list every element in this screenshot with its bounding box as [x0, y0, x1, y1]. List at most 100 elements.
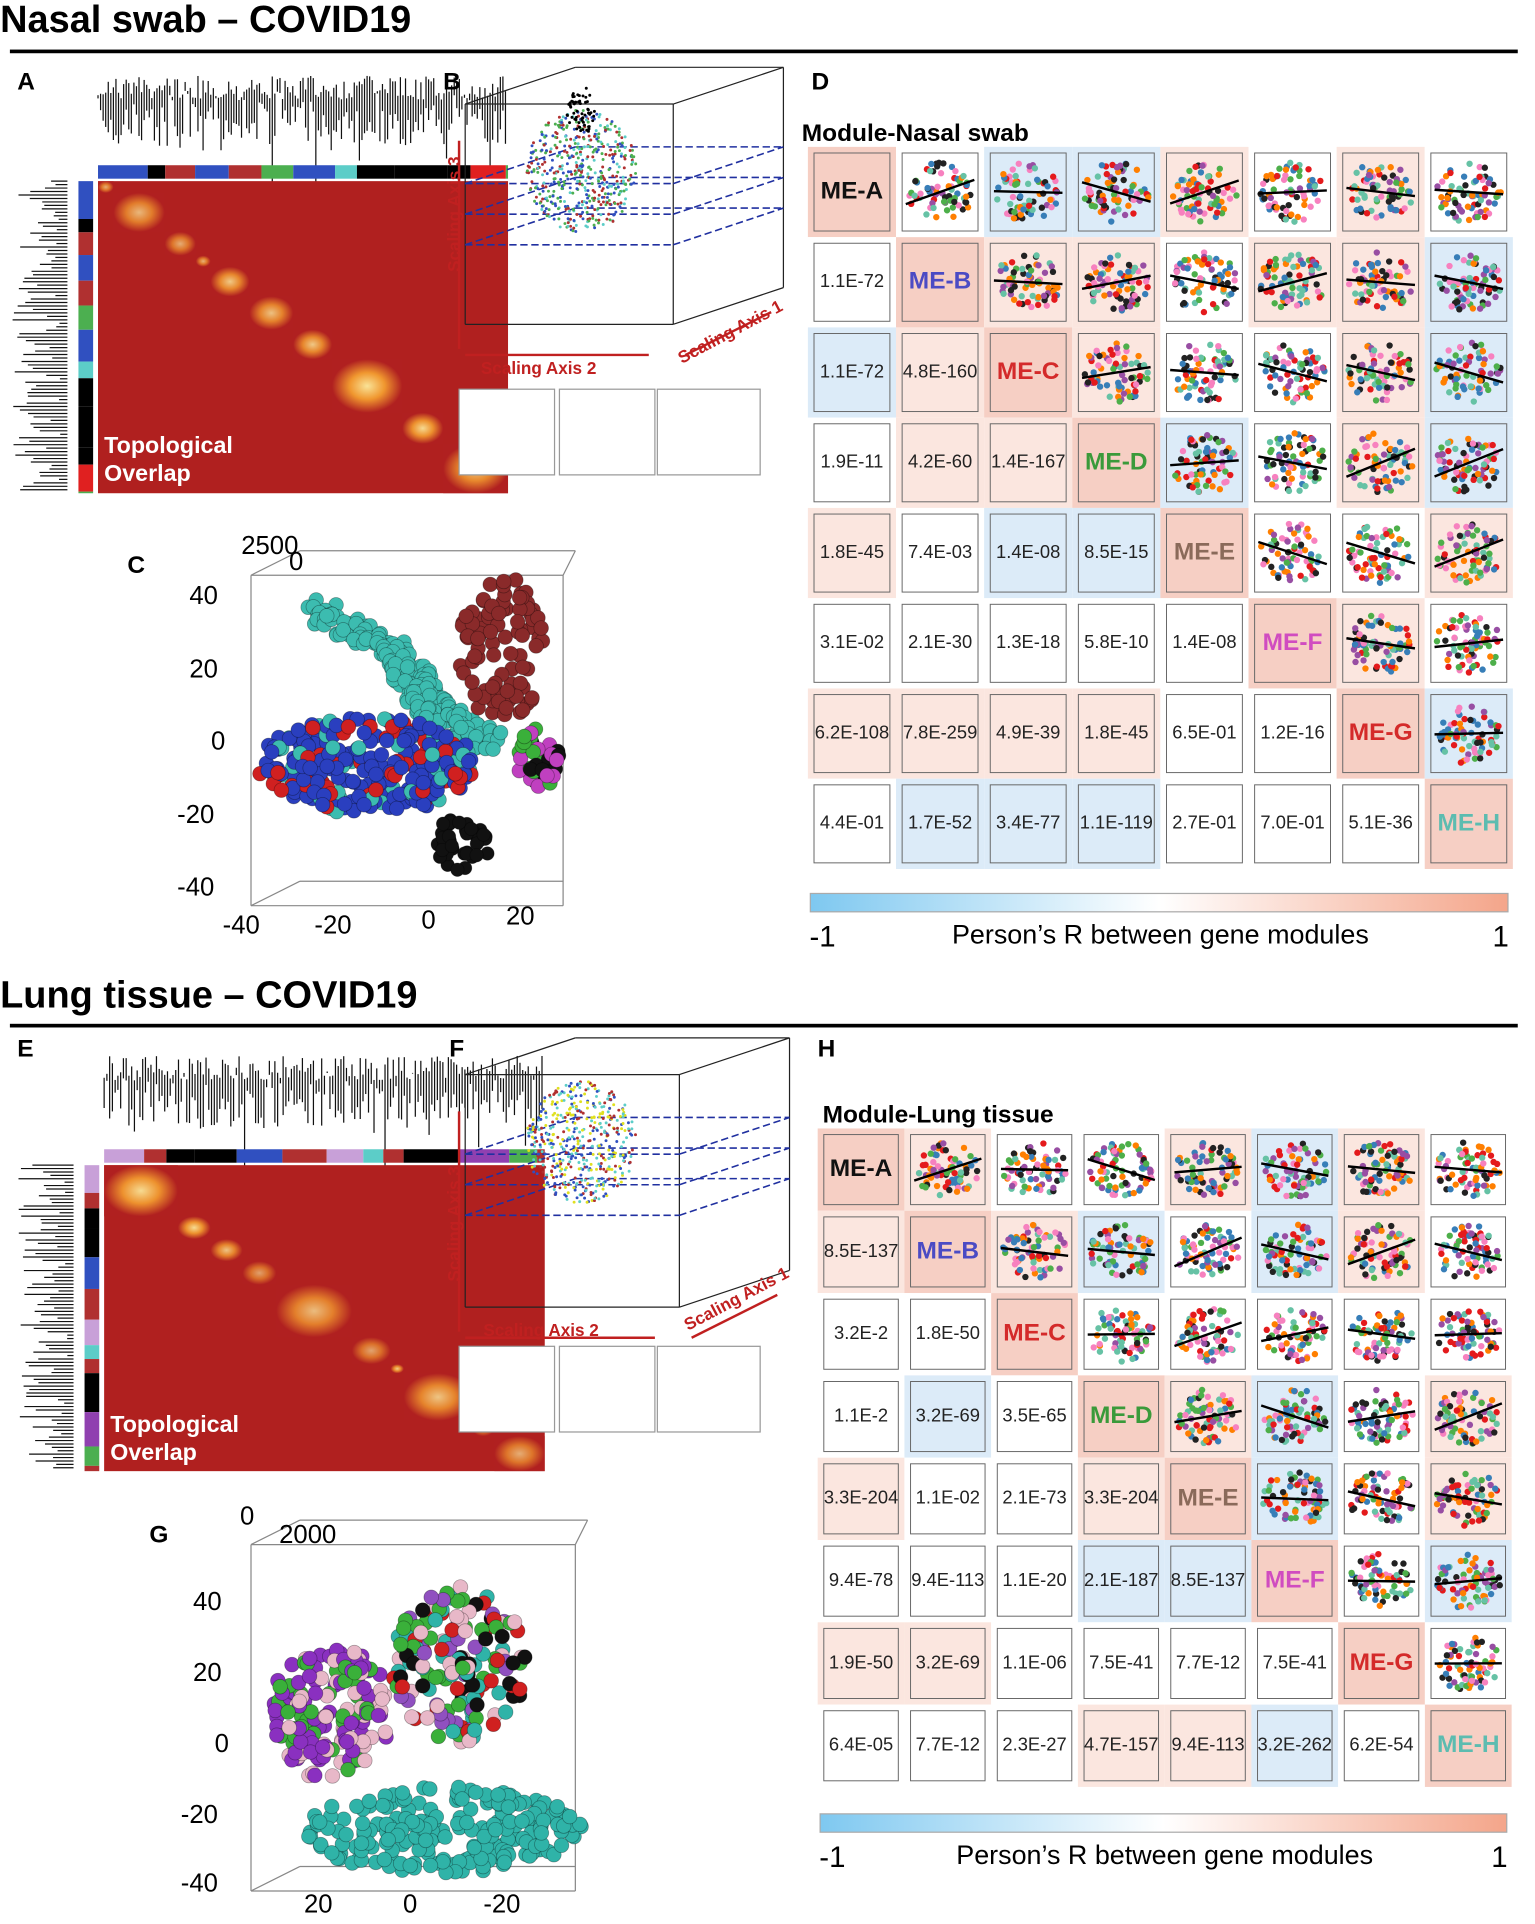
point: [600, 1177, 604, 1181]
dot: [1436, 280, 1444, 287]
point: [632, 155, 636, 159]
module-bar: [78, 305, 94, 330]
module-bar: [78, 181, 94, 219]
point: [590, 182, 594, 186]
dot: [1311, 183, 1318, 190]
point: [537, 1152, 540, 1156]
point: [607, 1148, 611, 1152]
point: [572, 1145, 576, 1149]
point: [569, 1087, 573, 1091]
point: [565, 162, 569, 166]
heatmap-label: Overlap: [110, 1439, 197, 1465]
point: [572, 208, 576, 212]
point: [584, 1088, 588, 1092]
dot: [1449, 209, 1457, 217]
dot: [1188, 377, 1196, 384]
point: [620, 152, 624, 156]
dot: [1381, 562, 1388, 569]
dot: [1472, 255, 1480, 262]
point: [610, 184, 614, 188]
point: [585, 1117, 589, 1121]
point: [583, 1178, 587, 1182]
dot: [937, 170, 945, 177]
point: [582, 137, 586, 141]
dot: [1118, 305, 1125, 312]
point: [628, 149, 632, 152]
point: [542, 1183, 546, 1187]
point: [606, 1110, 610, 1114]
point: [590, 204, 594, 208]
dot: [940, 160, 947, 167]
point: [569, 1165, 573, 1169]
point: [546, 1181, 549, 1185]
dot: [1445, 663, 1452, 671]
point: [574, 1105, 578, 1109]
dot: [1103, 170, 1110, 178]
dot: [1198, 184, 1205, 191]
point: [584, 188, 588, 192]
dot: [1011, 181, 1019, 188]
dot: [1442, 565, 1450, 572]
point: [612, 1114, 616, 1118]
inset: [458, 388, 556, 476]
point: [573, 141, 577, 145]
p-value: 6.5E-01: [1172, 721, 1236, 742]
box-edge: [464, 66, 576, 105]
dot: [1404, 648, 1411, 656]
ball: [533, 620, 549, 636]
dot: [1268, 563, 1275, 571]
point: [585, 193, 589, 197]
dot: [1458, 746, 1466, 753]
heatmap-block: [210, 266, 250, 297]
point: [598, 1102, 602, 1105]
point: [541, 197, 545, 201]
point: [558, 167, 562, 171]
ball: [435, 816, 451, 831]
point: [608, 128, 612, 132]
dot: [1267, 194, 1274, 202]
dot: [1396, 655, 1403, 663]
dot: [1359, 296, 1367, 303]
point: [528, 188, 532, 192]
module-bar: [383, 1149, 404, 1163]
point: [634, 171, 638, 175]
dot: [1048, 263, 1055, 270]
x-tick: 0: [421, 906, 435, 934]
point: [594, 1189, 598, 1193]
point: [555, 1100, 559, 1104]
point: [610, 120, 614, 124]
point: [574, 161, 578, 164]
point: [587, 1139, 591, 1143]
ball: [340, 719, 357, 735]
module-bar: [166, 1149, 195, 1163]
point: [569, 105, 573, 109]
heatmap-block: [351, 1337, 391, 1365]
point: [599, 1161, 603, 1165]
point: [543, 209, 547, 213]
point: [600, 189, 604, 193]
dot: [1011, 283, 1018, 290]
dot: [1387, 359, 1395, 366]
point: [610, 1154, 614, 1158]
module-bar: [84, 1373, 100, 1413]
dot: [1375, 384, 1383, 391]
dot: [1389, 658, 1396, 666]
point: [623, 182, 627, 186]
dot: [1447, 169, 1454, 177]
dot: [1020, 206, 1027, 213]
box-edge: [673, 146, 784, 185]
dot: [1197, 471, 1204, 478]
point: [613, 1176, 617, 1180]
dot: [1461, 483, 1468, 490]
point: [571, 92, 575, 96]
inset: [656, 388, 761, 476]
dot: [1301, 201, 1308, 209]
dot: [1000, 170, 1007, 178]
point: [627, 1151, 631, 1154]
dot: [1294, 524, 1302, 531]
dot: [1462, 182, 1469, 189]
point: [596, 139, 600, 143]
dot: [1479, 666, 1486, 673]
colorbar-max: 1: [1492, 921, 1508, 954]
dot: [1111, 196, 1118, 203]
